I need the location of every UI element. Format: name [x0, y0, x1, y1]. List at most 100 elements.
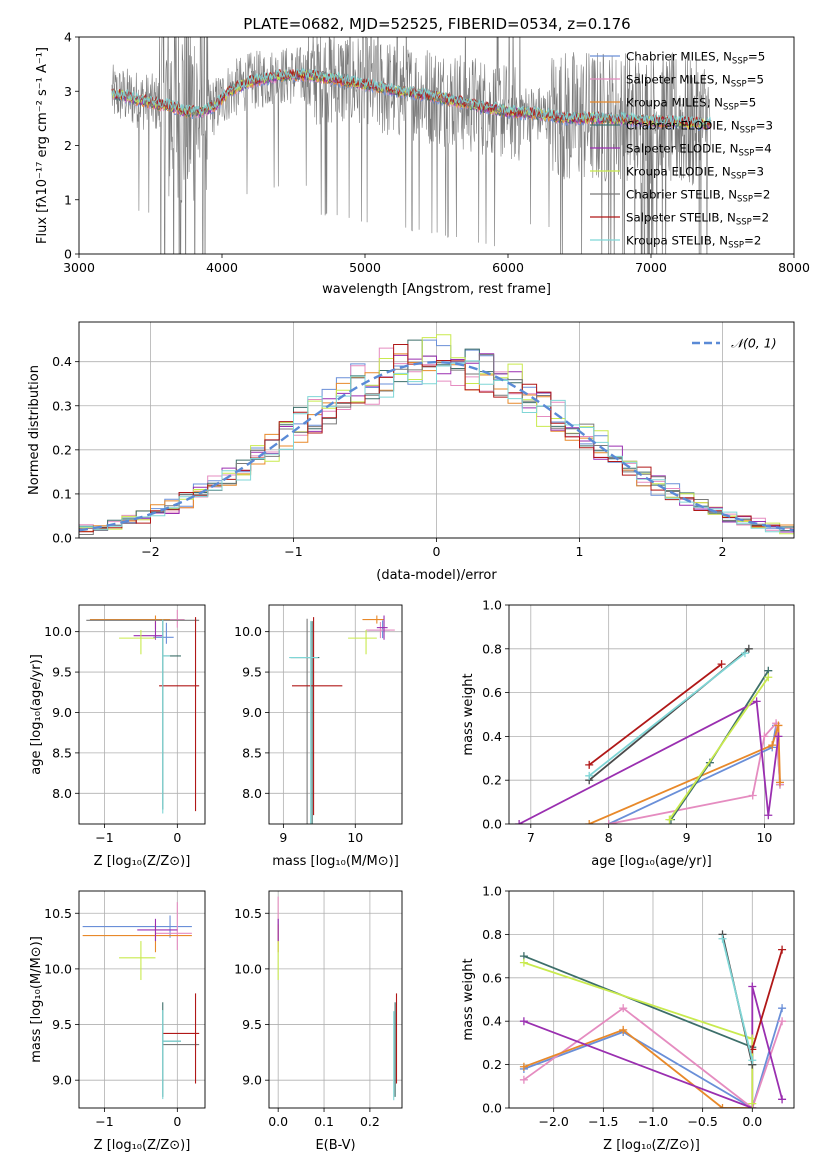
normal-curve [79, 360, 794, 532]
errorbar-point [119, 630, 156, 655]
legend-label: Kroupa STELIB, NSSP=2 [626, 234, 761, 251]
errorbar-point [162, 1010, 181, 1100]
spectrum-legend: Chabrier MILES, NSSP=5 Salpeter MILES, NS… [590, 50, 773, 251]
x-tick-label: 7 [527, 830, 535, 845]
y-tick-label: 0.0 [482, 817, 502, 832]
x-tick-label: −1 [95, 830, 113, 845]
plus-marker [619, 1025, 628, 1034]
y-tick-label: 9.0 [52, 705, 72, 720]
y-tick-label: 8.0 [242, 786, 262, 801]
plus-marker [778, 1004, 787, 1013]
y-tick-label: 8.5 [52, 745, 72, 760]
errorbar-point [362, 615, 385, 624]
y-tick-label: 8.0 [52, 786, 72, 801]
errorbar-point [155, 609, 185, 628]
figure-title: PLATE=0682, MJD=52525, FIBERID=0534, z=0… [243, 15, 630, 33]
y-tick-label: 1 [64, 192, 72, 207]
legend-label-subscript: SSP [728, 241, 744, 251]
y-tick-label: 10.0 [44, 624, 72, 639]
legend-label: Salpeter MILES, NSSP=5 [626, 73, 764, 90]
y-tick-label: 0.0 [52, 531, 72, 546]
plus-marker [585, 760, 594, 769]
x-tick-label: −1 [95, 1114, 113, 1129]
legend-label-subscript: SSP [731, 80, 747, 90]
y-tick-label: 1.0 [482, 598, 502, 613]
x-tick-label: −2.0 [539, 1114, 569, 1129]
legend-label-subscript: SSP [737, 195, 753, 205]
errorbar-point [368, 620, 390, 639]
histogram-step [79, 339, 794, 531]
plus-marker [740, 649, 749, 658]
y-tick-label: 9.5 [52, 1017, 72, 1032]
errorbar-point [89, 615, 171, 630]
legend-label-subscript: SSP [731, 172, 747, 182]
plus-marker [760, 732, 769, 741]
legend-label-subscript: SSP [740, 126, 756, 136]
errorbar-point [289, 621, 318, 824]
legend-label-count: =3 [756, 119, 773, 133]
panel-residuals: −2 −1 0 1 2 0.0 0.1 0.2 0.3 0.4 (data-model)/error… [27, 321, 795, 583]
massweight-line [588, 725, 781, 824]
errorbar-point [162, 1002, 181, 1097]
errorbar-point [82, 924, 192, 953]
axes-frame [268, 890, 403, 1109]
errorbar-point [162, 619, 171, 814]
legend-label: Chabrier ELODIE, NSSP=3 [626, 119, 773, 136]
spectrum-data-line [111, 37, 712, 254]
legend-label: Kroupa MILES, NSSP=5 [626, 96, 756, 113]
legend-label-subscript: SSP [738, 149, 754, 159]
errorbar-point [162, 993, 200, 1084]
histogram-step [79, 344, 794, 533]
panel-massweight_vs_z: −2.0 −1.5 −1.0 −0.5 0.0 0.0 0.2 0.4 0.6 0.8 1.0 Z [… [461, 884, 795, 1153]
legend-label-main: Chabrier ELODIE, N [626, 119, 740, 133]
legend-label: Kroupa ELODIE, NSSP=3 [626, 165, 764, 182]
x-axis-label: Z [log₁₀(Z/Z⊙)] [94, 1138, 191, 1153]
massweight-plot [519, 930, 787, 1108]
legend-label-count: =5 [739, 96, 756, 110]
plus-marker [604, 820, 613, 824]
plus-marker [764, 673, 773, 682]
plus-marker [764, 811, 773, 820]
x-tick-label: 0.0 [268, 1114, 288, 1129]
plus-marker [519, 958, 528, 967]
massweight-line [668, 676, 770, 821]
errorbar-point [376, 615, 388, 640]
plus-marker [748, 1099, 757, 1108]
y-tick-label: 8.5 [242, 745, 262, 760]
x-tick-label: 10 [347, 830, 363, 845]
x-tick-label: 8000 [778, 260, 810, 275]
y-tick-label: 9.0 [52, 1073, 72, 1088]
massweight-line [518, 699, 780, 824]
plus-marker [774, 721, 783, 730]
axes-frame [78, 604, 206, 825]
legend-label-main: Salpeter STELIB, N [626, 211, 736, 225]
errorbar-point [162, 619, 181, 810]
y-tick-label: 0 [64, 247, 72, 262]
y-tick-label: 0.2 [482, 1057, 502, 1072]
chart-layer: 3000 4000 5000 6000 7000 800001234wavelength … [27, 30, 810, 1154]
legend-label-subscript: SSP [732, 57, 748, 67]
y-tick-label: 0.3 [52, 398, 72, 413]
plus-marker [717, 660, 726, 669]
x-axis-label: wavelength [Angstrom, rest frame] [322, 282, 551, 297]
x-tick-label: −0.5 [687, 1114, 717, 1129]
x-tick-label: −2 [141, 544, 159, 559]
plus-marker [748, 791, 757, 800]
plus-marker [778, 1095, 787, 1104]
axes-frame [268, 604, 403, 825]
y-tick-label: 0.6 [482, 970, 502, 985]
panel-age_vs_mass: 9 10 8.0 8.5 9.0 9.5 10.0 mass [log₁₀(M/M⊙)] [234, 604, 403, 869]
x-axis-label: mass [log₁₀(M/M⊙)] [272, 854, 399, 869]
x-tick-label: 7000 [635, 260, 667, 275]
y-tick-label: 0.6 [482, 685, 502, 700]
y-tick-label: 9.0 [242, 1073, 262, 1088]
x-tick-label: 10 [756, 830, 772, 845]
y-axis-label: mass weight [461, 958, 476, 1040]
y-tick-label: 4 [64, 30, 72, 45]
y-axis-label: age [log₁₀(age/yr)] [29, 654, 44, 775]
errorbar-point [155, 902, 192, 950]
errorbar-plot [82, 902, 200, 1100]
legend-label: Chabrier MILES, NSSP=5 [626, 50, 765, 67]
y-tick-label: 10.0 [234, 961, 262, 976]
